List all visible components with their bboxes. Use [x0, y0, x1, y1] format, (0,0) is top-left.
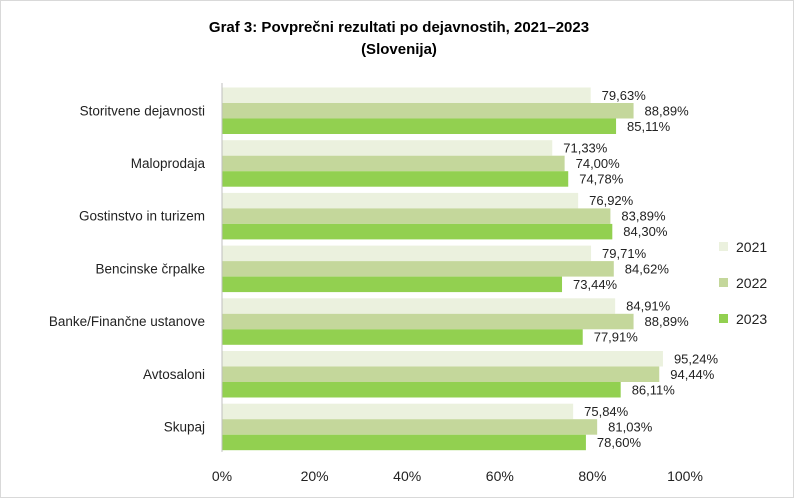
bar-2023-4 — [222, 276, 563, 293]
data-label-2023-7: 78,60% — [597, 435, 642, 450]
bar-2023-6 — [222, 382, 621, 398]
chart-title: Graf 3: Povprečni rezultati po dejavnost… — [209, 19, 589, 36]
bars-group: 79,63%88,89%85,11%71,33%74,00%74,78%76,9… — [222, 87, 719, 451]
bar-2022-3 — [222, 208, 611, 224]
data-label-2021-4: 79,71% — [602, 246, 647, 261]
category-label: Gostinstvo in turizem — [79, 209, 205, 224]
data-label-2021-6: 95,24% — [674, 351, 719, 366]
bar-2023-5 — [222, 329, 583, 345]
category-label: Maloprodaja — [131, 156, 206, 171]
bar-2021-3 — [222, 192, 579, 209]
bar-2021-1 — [222, 87, 591, 103]
x-axis-ticks: 0% 20% 40% 60% 80% 100% — [212, 468, 703, 484]
bar-2021-7 — [222, 403, 574, 420]
category-label: Skupaj — [164, 419, 205, 434]
data-label-2021-7: 75,84% — [584, 404, 629, 419]
data-label-2021-5: 84,91% — [626, 299, 671, 314]
x-tick-label: 0% — [212, 468, 232, 484]
bar-2022-2 — [222, 155, 565, 172]
bar-2022-6 — [222, 366, 660, 382]
data-label-2023-1: 85,11% — [627, 119, 671, 134]
category-label: Banke/Finančne ustanove — [49, 314, 205, 329]
category-labels: Storitvene dejavnosti Maloprodaja Gostinst… — [49, 103, 206, 434]
bar-2023-2 — [222, 171, 569, 187]
bar-2022-5 — [222, 313, 634, 330]
data-label-2022-1: 88,89% — [645, 103, 690, 118]
data-label-2022-2: 74,00% — [576, 156, 621, 171]
bar-2023-7 — [222, 434, 586, 451]
category-label: Bencinske črpalke — [95, 261, 205, 276]
bar-2023-3 — [222, 223, 613, 240]
legend-label-2023: 2023 — [736, 311, 767, 327]
legend-label-2021: 2021 — [736, 239, 767, 255]
x-tick-label: 100% — [667, 468, 703, 484]
data-label-2022-5: 88,89% — [645, 314, 690, 329]
category-label: Avtosaloni — [143, 367, 205, 382]
x-tick-label: 60% — [486, 468, 514, 484]
data-label-2023-6: 86,11% — [632, 382, 676, 397]
x-tick-label: 40% — [393, 468, 421, 484]
data-label-2023-4: 73,44% — [573, 277, 618, 292]
category-label: Storitvene dejavnosti — [80, 103, 205, 118]
bar-2021-5 — [222, 298, 616, 314]
bar-2022-7 — [222, 419, 598, 435]
data-label-2022-6: 94,44% — [670, 367, 715, 382]
bar-2021-2 — [222, 140, 553, 156]
data-label-2021-1: 79,63% — [602, 88, 647, 103]
legend-label-2022: 2022 — [736, 275, 767, 291]
bar-2023-1 — [222, 118, 617, 134]
bar-2021-4 — [222, 245, 592, 262]
data-label-2022-4: 84,62% — [625, 261, 670, 276]
chart-subtitle: (Slovenija) — [361, 41, 437, 58]
bar-2021-6 — [222, 351, 663, 367]
bar-2022-1 — [222, 103, 634, 119]
x-tick-label: 80% — [578, 468, 606, 484]
data-label-2022-7: 81,03% — [608, 419, 653, 434]
data-label-2021-3: 76,92% — [589, 193, 634, 208]
data-label-2023-3: 84,30% — [623, 224, 668, 239]
data-label-2023-5: 77,91% — [594, 330, 639, 345]
data-label-2023-2: 74,78% — [579, 171, 624, 186]
legend-swatch-2022 — [719, 278, 728, 287]
bar-2022-4 — [222, 261, 614, 277]
legend-swatch-2021 — [719, 242, 728, 251]
data-label-2021-2: 71,33% — [563, 140, 608, 155]
data-label-2022-3: 83,89% — [621, 209, 666, 224]
legend-swatch-2023 — [719, 314, 728, 323]
legend: 2021 2022 2023 — [719, 239, 767, 327]
x-tick-label: 20% — [301, 468, 329, 484]
